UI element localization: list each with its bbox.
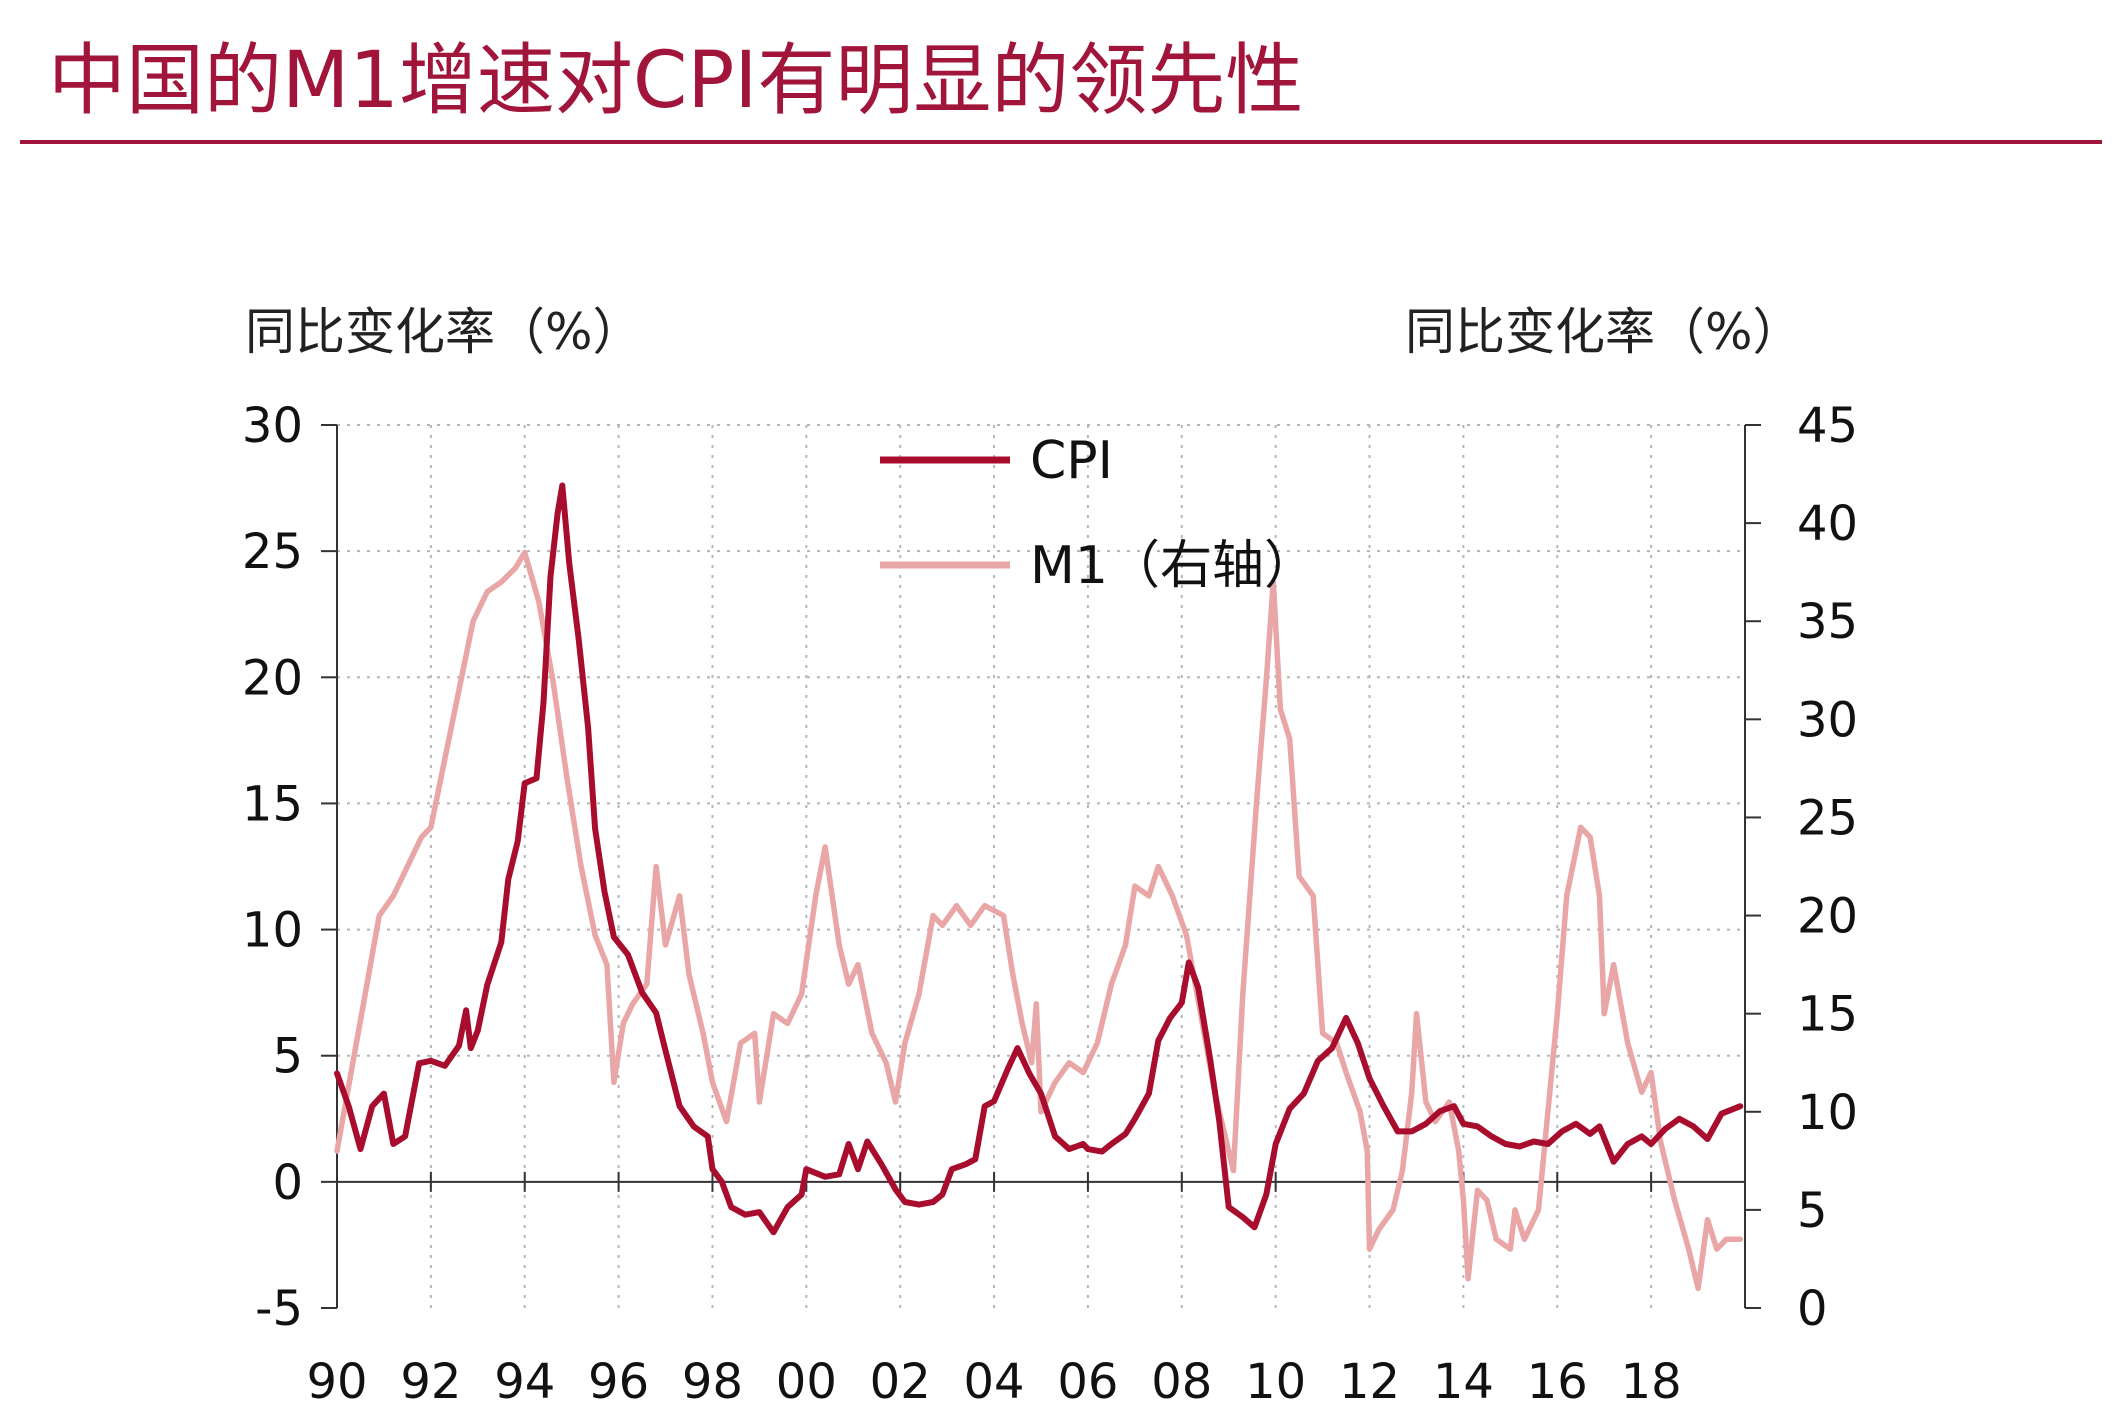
x-tick-label: 14 (1433, 1354, 1494, 1410)
x-tick-label: 92 (400, 1354, 461, 1410)
series-line-m1 (334, 549, 1744, 1292)
x-tick-label: 96 (588, 1354, 649, 1410)
series-layer (334, 482, 1744, 1292)
left-tick-label: -5 (255, 1281, 303, 1337)
x-tick-label: 18 (1621, 1354, 1682, 1410)
left-tick-label: 5 (272, 1029, 303, 1085)
right-tick-label: 10 (1797, 1085, 1858, 1141)
legend: CPI M1（右轴） (880, 431, 1316, 596)
page-title: 中国的M1增速对CPI有明显的领先性 (48, 36, 1304, 126)
title-divider (20, 140, 2102, 144)
right-tick-label: 0 (1797, 1281, 1828, 1337)
right-tick-label: 20 (1797, 889, 1858, 945)
right-tick-label: 30 (1797, 692, 1858, 748)
x-tick-label: 08 (1151, 1354, 1212, 1410)
right-tick-label: 15 (1797, 987, 1858, 1043)
x-tick-label: 02 (870, 1354, 931, 1410)
x-tick-label: 10 (1245, 1354, 1306, 1410)
left-tick-label: 15 (242, 776, 303, 832)
left-tick-label: 0 (272, 1155, 303, 1211)
series-line-cpi (334, 482, 1744, 1236)
right-tick-label: 45 (1797, 398, 1858, 454)
right-tick-label: 5 (1797, 1183, 1828, 1239)
legend-label-m1: M1（右轴） (1030, 536, 1316, 596)
x-tick-label: 00 (776, 1354, 837, 1410)
right-tick-label: 35 (1797, 594, 1858, 650)
left-axis-label: 同比变化率（%） (245, 303, 643, 361)
x-tick-label: 06 (1057, 1354, 1118, 1410)
x-tick-label: 12 (1339, 1354, 1400, 1410)
x-tick-label: 04 (964, 1354, 1025, 1410)
right-tick-label: 40 (1797, 496, 1858, 552)
grid-layer (337, 424, 1745, 1308)
left-tick-label: 10 (242, 903, 303, 959)
left-tick-label: 20 (242, 650, 303, 706)
x-tick-label: 16 (1527, 1354, 1588, 1410)
x-tick-label: 98 (682, 1354, 743, 1410)
left-tick-label: 25 (242, 524, 303, 580)
left-tick-label: 30 (242, 398, 303, 454)
right-axis-label: 同比变化率（%） (1405, 303, 1803, 361)
x-tick-label: 90 (306, 1354, 367, 1410)
legend-label-cpi: CPI (1030, 431, 1113, 491)
right-tick-label: 25 (1797, 790, 1858, 846)
x-tick-label: 94 (494, 1354, 555, 1410)
